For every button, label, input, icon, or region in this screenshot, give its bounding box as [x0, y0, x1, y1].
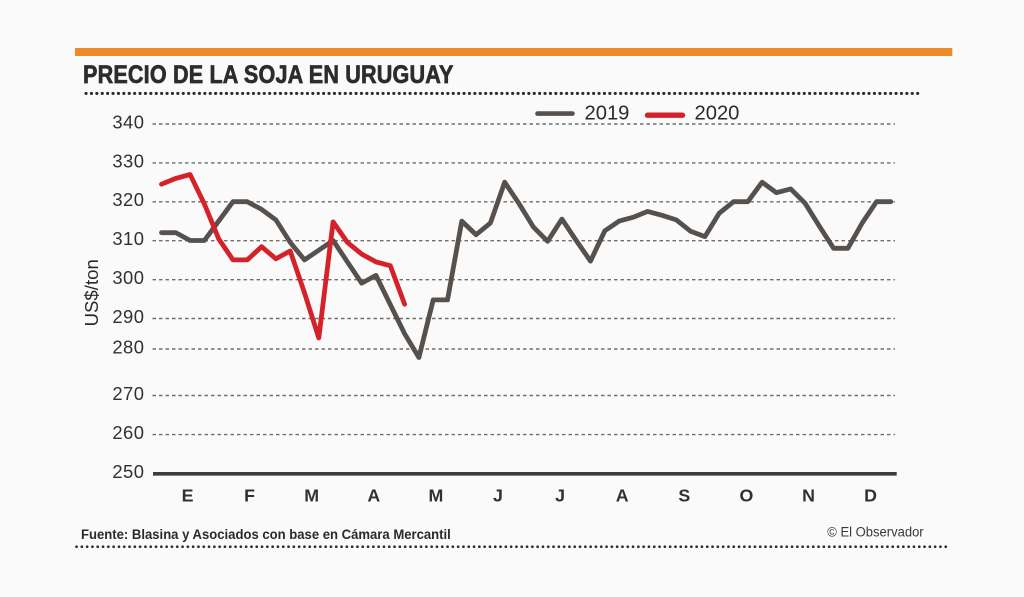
svg-text:E: E: [182, 486, 194, 506]
svg-text:270: 270: [112, 383, 144, 404]
svg-text:O: O: [739, 486, 753, 506]
svg-text:A: A: [367, 486, 380, 506]
svg-text:F: F: [244, 486, 255, 506]
svg-text:320: 320: [112, 189, 144, 210]
svg-text:S: S: [678, 486, 690, 506]
svg-text:D: D: [864, 486, 877, 506]
svg-text:J: J: [493, 486, 503, 506]
svg-text:290: 290: [112, 306, 144, 327]
svg-text:US$/ton: US$/ton: [81, 259, 102, 326]
svg-text:M: M: [304, 486, 319, 506]
svg-text:310: 310: [112, 228, 144, 249]
svg-text:A: A: [616, 486, 629, 506]
svg-text:250: 250: [112, 461, 144, 482]
svg-text:260: 260: [112, 422, 144, 443]
svg-text:Fuente: Blasina y Asociados co: Fuente: Blasina y Asociados con base en …: [81, 527, 451, 542]
svg-text:M: M: [428, 486, 443, 506]
svg-text:2019: 2019: [585, 102, 630, 124]
svg-text:PRECIO DE LA SOJA EN URUGUAY: PRECIO DE LA SOJA EN URUGUAY: [83, 60, 454, 88]
svg-text:© El Observador: © El Observador: [827, 524, 924, 540]
svg-text:330: 330: [112, 150, 144, 171]
svg-text:300: 300: [112, 267, 144, 288]
svg-text:340: 340: [112, 111, 144, 132]
svg-text:N: N: [802, 486, 815, 506]
svg-text:J: J: [555, 486, 565, 506]
svg-text:280: 280: [112, 336, 144, 357]
svg-text:2020: 2020: [695, 102, 740, 124]
